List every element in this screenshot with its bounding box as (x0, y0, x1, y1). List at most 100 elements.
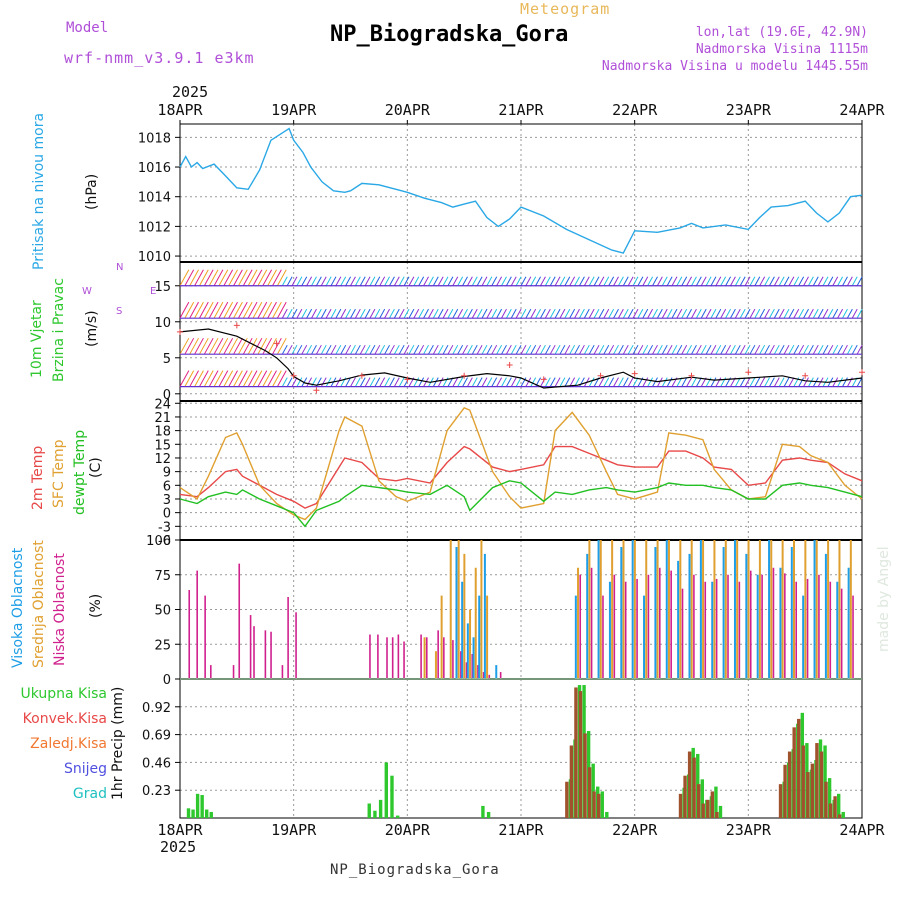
gust-marker (631, 370, 638, 377)
wind-barb (783, 308, 790, 319)
wind-barb (491, 276, 498, 287)
wind-barb (793, 276, 800, 287)
wind-barb (384, 377, 390, 387)
y-tick-label: 0 (163, 388, 171, 403)
wind-barb (515, 308, 522, 319)
wind-barb (437, 308, 444, 319)
wind-barb (262, 370, 273, 387)
wind-barb (486, 377, 493, 387)
y-tick-label: 1012 (138, 220, 171, 235)
wind-barb (306, 276, 313, 287)
wind-barb (393, 377, 400, 387)
wind-barb (510, 308, 517, 319)
wind-barb (778, 344, 785, 355)
wind-barb (242, 301, 253, 319)
wind-barb (306, 308, 313, 319)
total-precip-bar (209, 811, 213, 818)
wind-barb (803, 377, 809, 387)
wind-barb (851, 308, 858, 319)
wind-barb (203, 370, 214, 387)
wind-barb (812, 308, 819, 319)
wind-barb (632, 308, 639, 319)
wind-barb (540, 276, 546, 287)
wind-barb (437, 344, 444, 355)
wind-barb (608, 344, 615, 355)
compass-south: S (116, 306, 123, 317)
wind-barb (681, 377, 688, 387)
wind-barb (505, 276, 512, 287)
wind-barb (291, 344, 298, 355)
wind-barb (403, 308, 410, 319)
wind-barb (257, 301, 268, 319)
total-precip-bar (714, 786, 718, 818)
wind-speed-line (179, 328, 863, 389)
wind-barb (832, 308, 839, 319)
wind-barb (242, 337, 253, 355)
wind-barb (462, 377, 468, 387)
wind-barb (203, 301, 214, 319)
wind-barb (769, 344, 775, 355)
wind-barb (559, 377, 566, 387)
wind-barb (588, 308, 595, 319)
time-label-top: 20APR (385, 101, 431, 119)
tsfc-title: SFC Temp (51, 439, 67, 508)
wind-barb (296, 344, 303, 355)
wind-barb (413, 344, 420, 355)
total-precip-bar (200, 795, 204, 818)
wind-barb (233, 370, 243, 387)
wind-barb (505, 377, 512, 387)
wind-barb (559, 276, 566, 287)
wind-barb (691, 377, 697, 387)
y-tick-label: 1016 (138, 161, 171, 176)
wind-barb (695, 344, 702, 355)
wind-barb (593, 276, 600, 287)
total-precip-bar (827, 778, 832, 818)
wind-barb (715, 377, 722, 387)
wind-barb (666, 377, 673, 387)
wind-barb (189, 301, 199, 319)
wind-barb (632, 344, 639, 355)
wind-barb (466, 276, 473, 287)
wind-barb (535, 276, 542, 287)
wind-barb (588, 276, 595, 287)
wind-barb (457, 308, 464, 319)
wind-barb (418, 377, 425, 387)
wind-barb (262, 269, 273, 287)
wind-barb (335, 276, 342, 287)
wind-barb (734, 344, 741, 355)
wind-barb (846, 308, 853, 319)
conv-precip-bar (837, 814, 842, 818)
wind-barb (681, 344, 688, 355)
wind-barb (403, 276, 410, 287)
legend-hail: Grad (72, 786, 107, 802)
wind-barb (617, 377, 624, 387)
wind-barb (642, 276, 649, 287)
wind-barb (247, 370, 258, 387)
wind-barb (656, 308, 663, 319)
y-tick-label: 12 (154, 452, 171, 467)
wind-barb (569, 377, 576, 387)
total-precip-bar (186, 808, 191, 818)
wind-barb (656, 344, 663, 355)
wind-barb (233, 337, 243, 355)
wind-barb (374, 276, 381, 287)
wind-barb (247, 337, 258, 355)
wind-barb (837, 344, 844, 355)
wind-barb (720, 308, 727, 319)
wind-barb (842, 276, 848, 287)
wind-barb (579, 344, 585, 355)
wind-barb (617, 308, 624, 319)
wind-barb (325, 308, 332, 319)
wind-barb (428, 344, 434, 355)
wind-barb (769, 308, 775, 319)
wind-barb (359, 308, 366, 319)
wind-barb (418, 276, 425, 287)
wind-barb (535, 308, 542, 319)
time-label-top: 21APR (498, 101, 544, 119)
wind-barb (389, 377, 395, 387)
wind-barb (447, 344, 454, 355)
y-tick-label: 6 (163, 479, 171, 494)
wind-barb (374, 308, 381, 319)
wind-barb (807, 377, 814, 387)
wind-barb (252, 370, 263, 387)
